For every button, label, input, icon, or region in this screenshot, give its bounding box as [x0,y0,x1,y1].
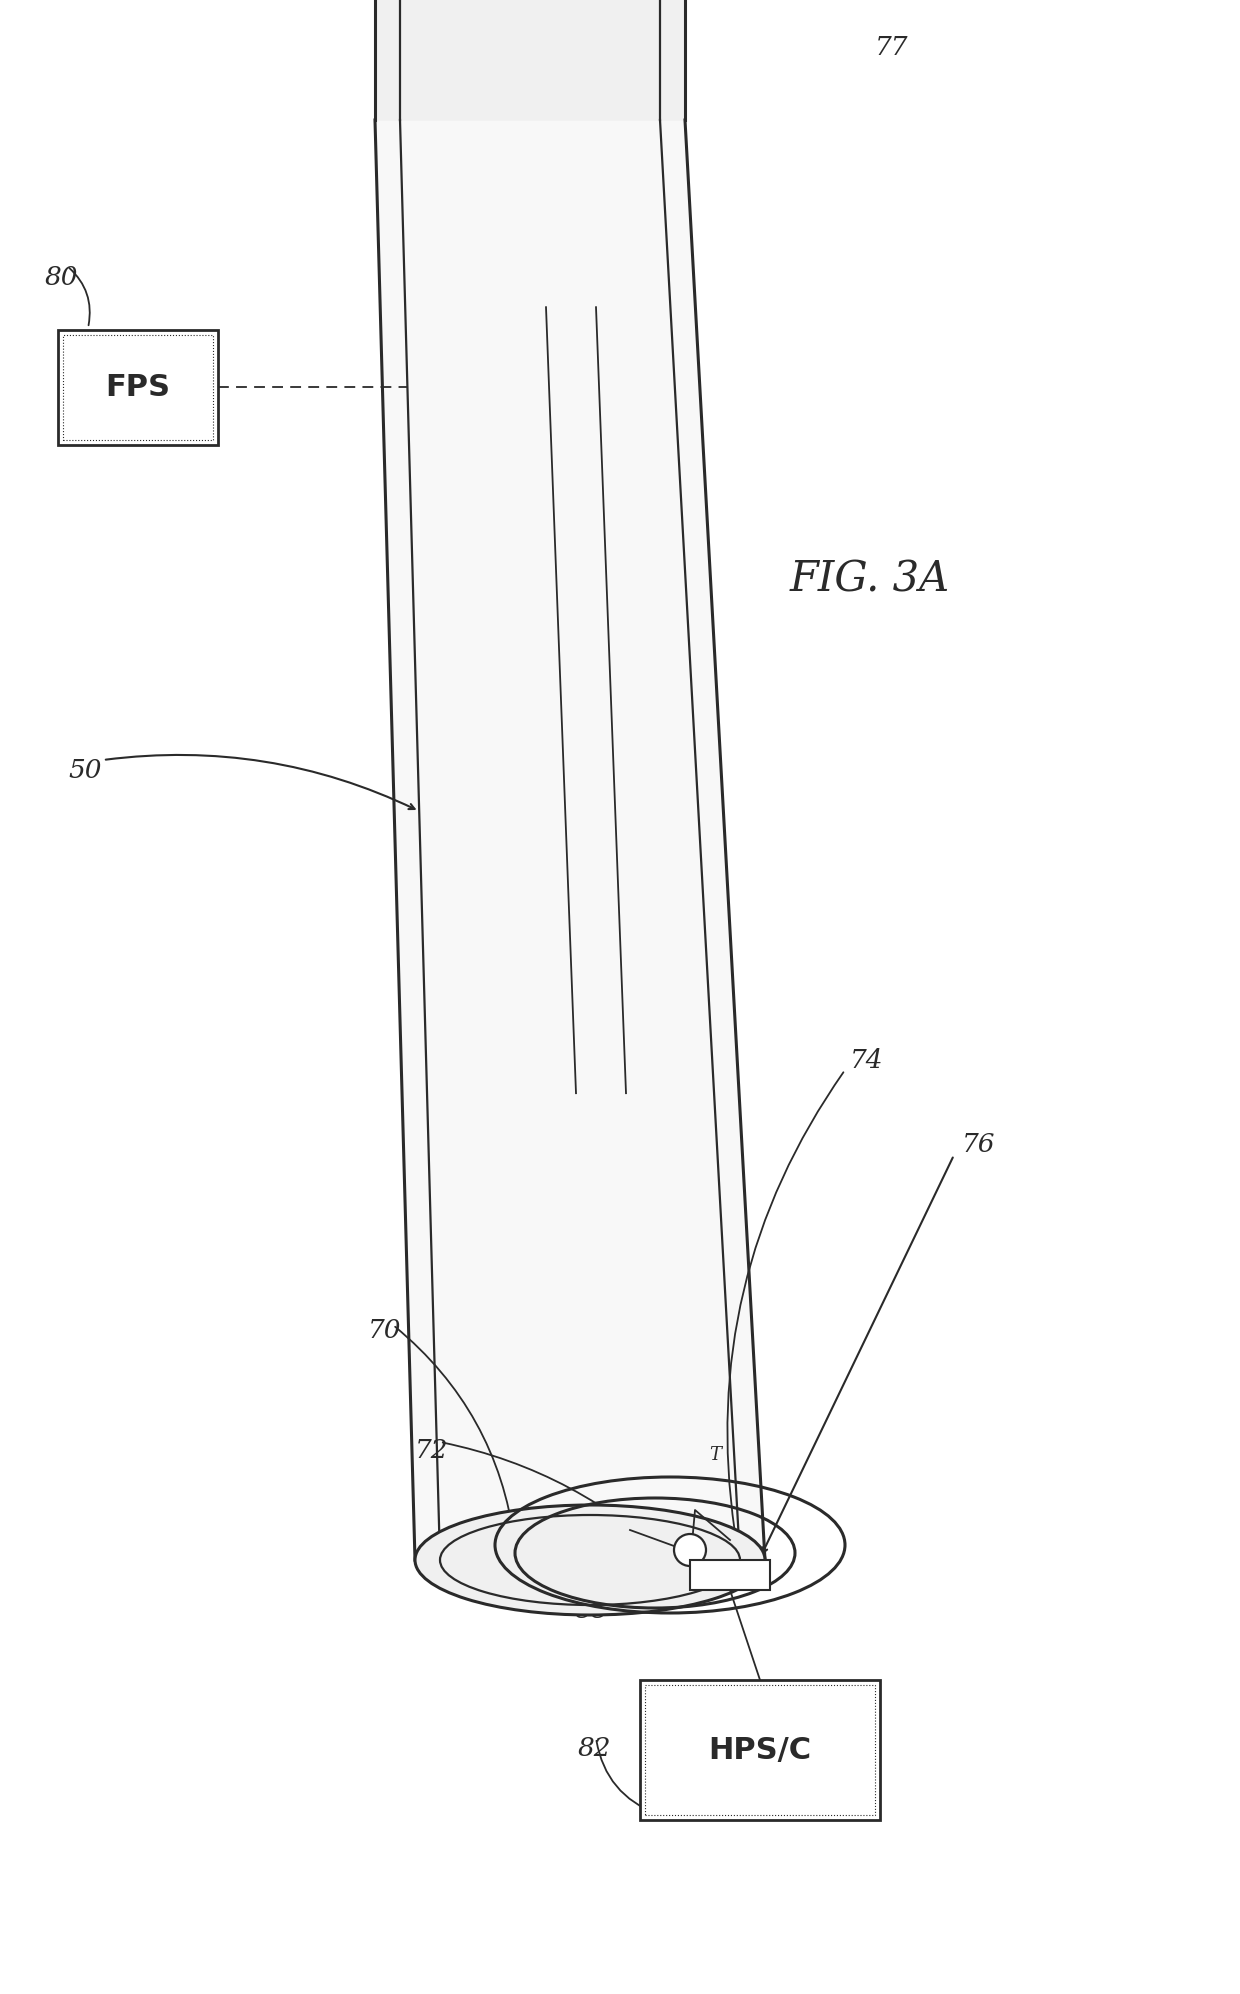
Text: 74: 74 [849,1047,883,1073]
Text: 77: 77 [875,36,909,60]
Polygon shape [374,0,684,120]
Text: 82: 82 [578,1735,611,1761]
Text: 80: 80 [45,265,78,291]
FancyBboxPatch shape [689,1559,770,1589]
Text: 88: 88 [575,1597,609,1623]
FancyBboxPatch shape [640,1681,880,1821]
Text: HPS/C: HPS/C [708,1735,811,1765]
Text: 72: 72 [415,1438,449,1462]
Circle shape [675,1533,706,1565]
Text: 70: 70 [368,1318,402,1342]
Text: 76: 76 [962,1133,996,1157]
Text: 50: 50 [68,758,102,782]
Text: T: T [709,1446,720,1464]
Ellipse shape [415,1505,765,1615]
Text: FIG. 3A: FIG. 3A [790,558,950,600]
FancyBboxPatch shape [58,329,218,445]
Text: FPS: FPS [105,373,171,403]
Polygon shape [374,120,765,1559]
